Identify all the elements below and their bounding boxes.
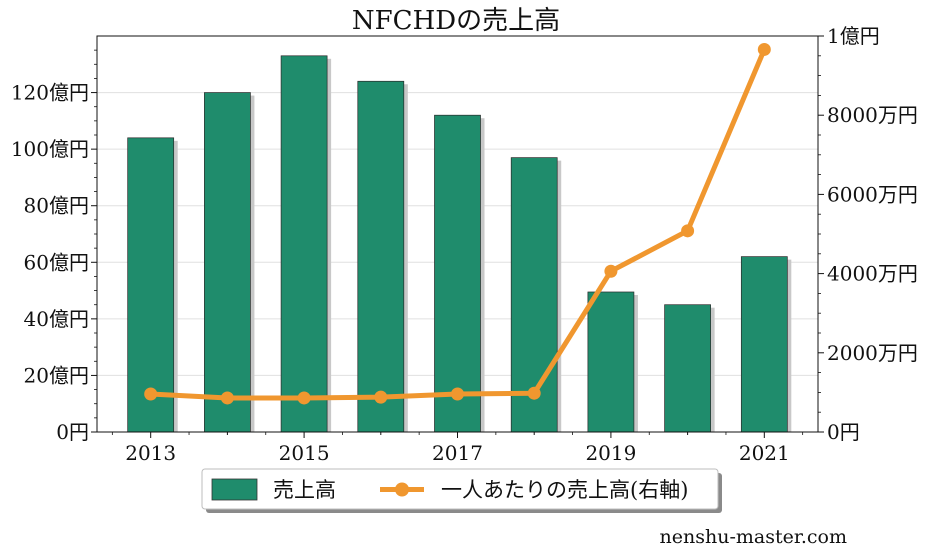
- bar-series: [127, 55, 792, 433]
- left-tick-label: 0円: [56, 420, 89, 444]
- legend-bar-swatch: [211, 478, 258, 501]
- x-tick-label: 2015: [279, 441, 330, 465]
- bar: [127, 137, 175, 433]
- right-tick-label: 6000万円: [827, 182, 918, 206]
- line-point: [144, 387, 158, 401]
- left-tick-label: 40億円: [24, 307, 89, 331]
- legend-line-label: 一人あたりの売上高(右軸): [441, 478, 688, 502]
- line-point: [681, 224, 695, 238]
- line-point: [297, 391, 311, 405]
- right-tick-label: 4000万円: [827, 262, 918, 286]
- legend: 売上高 一人あたりの売上高(右軸): [201, 468, 722, 513]
- legend-line-marker: [395, 482, 409, 497]
- chart-title: NFCHDの売上高: [352, 6, 560, 36]
- right-tick-label: 2000万円: [827, 341, 918, 365]
- left-tick-label: 120億円: [11, 81, 89, 105]
- line-point: [220, 391, 234, 405]
- x-tick-label: 2019: [585, 441, 636, 465]
- line-point: [374, 390, 388, 404]
- watermark: nenshu-master.com: [660, 526, 847, 548]
- left-tick-label: 20億円: [24, 363, 89, 387]
- left-tick-label: 100億円: [11, 137, 89, 161]
- line-series: [144, 42, 771, 405]
- bar: [587, 291, 635, 433]
- left-axis: 0円 20億円 40億円 60億円 80億円 100億円 120億円: [11, 49, 97, 444]
- line-point: [527, 386, 541, 400]
- legend-bar-label: 売上高: [273, 478, 336, 502]
- bar: [510, 157, 558, 433]
- bar: [357, 80, 405, 433]
- right-tick-label: 1億円: [827, 24, 880, 48]
- x-tick-label: 2013: [125, 441, 176, 465]
- left-tick-label: 60億円: [24, 250, 89, 274]
- line-point: [604, 264, 618, 278]
- right-tick-label: 8000万円: [827, 103, 918, 127]
- legend-box: [201, 468, 719, 510]
- x-tick-label: 2017: [432, 441, 483, 465]
- right-tick-label: 0円: [827, 420, 860, 444]
- bar: [664, 304, 711, 433]
- bar: [280, 55, 328, 433]
- bar: [740, 256, 788, 433]
- right-axis: 0円 2000万円 4000万円 6000万円 8000万円 1億円: [818, 24, 918, 444]
- x-tick-label: 2021: [739, 441, 790, 465]
- line-point: [757, 42, 771, 56]
- x-axis: 2013 2015 2017 2019 2021: [111, 432, 804, 465]
- line-point: [451, 387, 464, 401]
- bar: [204, 92, 251, 433]
- left-tick-label: 80億円: [24, 194, 89, 218]
- bar: [434, 114, 481, 433]
